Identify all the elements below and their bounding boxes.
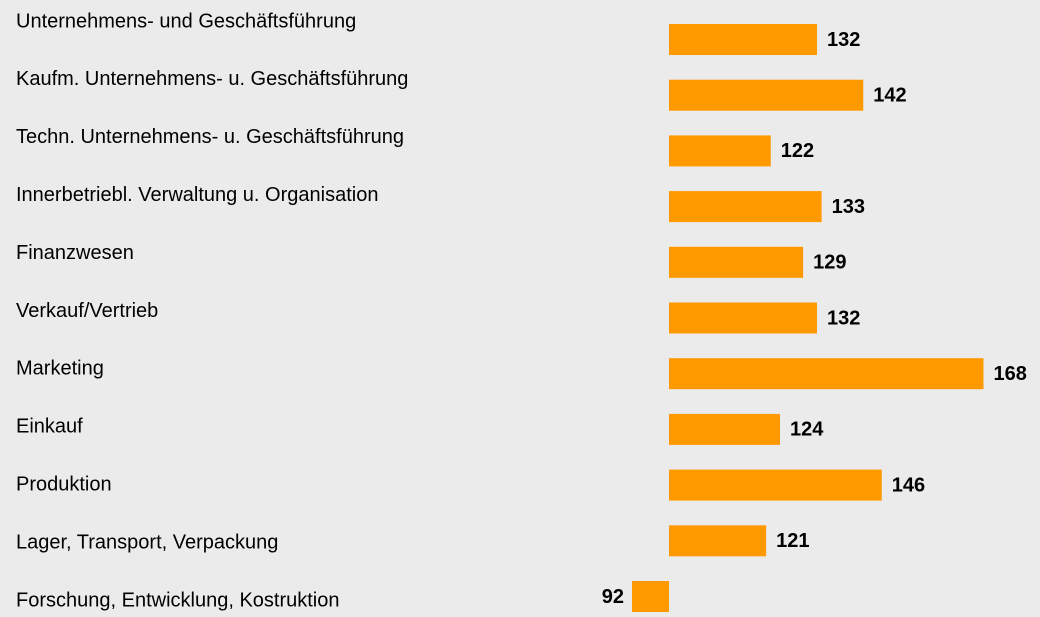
category-label: Produktion (16, 473, 112, 495)
value-label: 124 (790, 419, 824, 441)
value-label: 133 (832, 196, 865, 218)
value-label: 132 (827, 29, 860, 51)
bar (669, 302, 817, 334)
bar (669, 469, 882, 501)
bar (669, 24, 817, 55)
category-label: Kaufm. Unternehmens- u. Geschäftsführung (16, 68, 408, 90)
category-label: Innerbetriebl. Verwaltung u. Organisatio… (16, 184, 378, 206)
bar (669, 79, 864, 111)
bar (669, 358, 984, 390)
category-label: Verkauf/Vertrieb (16, 300, 158, 322)
value-label: 121 (776, 530, 809, 552)
category-label: Forschung, Entwicklung, Kostruktion (16, 589, 340, 611)
value-label: 146 (892, 474, 925, 496)
value-label: 132 (827, 307, 860, 329)
category-label: Einkauf (16, 416, 83, 438)
category-label: Lager, Transport, Verpackung (16, 531, 278, 553)
bar (632, 581, 669, 612)
bar (669, 246, 804, 278)
value-label: 142 (873, 84, 906, 106)
category-label: Unternehmens- und Geschäftsführung (16, 10, 356, 32)
value-label: 122 (781, 140, 814, 162)
value-label: 168 (994, 363, 1027, 385)
category-label: Finanzwesen (16, 242, 134, 264)
value-label: 92 (602, 586, 624, 608)
bar (669, 135, 771, 167)
value-label: 129 (813, 252, 846, 274)
bar (669, 525, 767, 557)
bar (669, 413, 780, 445)
category-label: Techn. Unternehmens- u. Geschäftsführung (16, 126, 404, 148)
bar (669, 191, 822, 223)
category-label: Marketing (16, 358, 104, 380)
